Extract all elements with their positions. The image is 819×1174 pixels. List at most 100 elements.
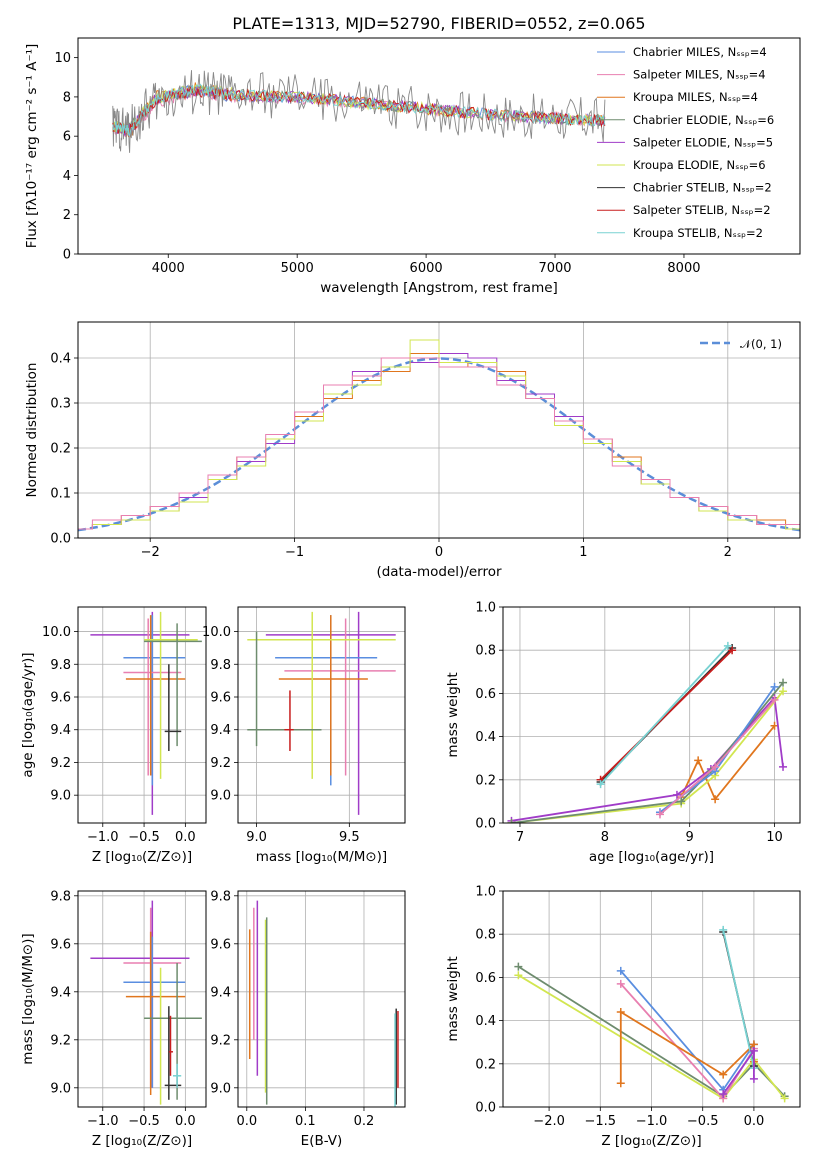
legend-label: Salpeter MILES, Nₛₛₚ=4 [633, 68, 766, 82]
weight-line [511, 690, 784, 823]
y-axis-label: age [log₁₀(age/yr)] [20, 652, 36, 777]
y-tick-label: 0.6 [475, 971, 496, 986]
plot-area [248, 900, 399, 1107]
legend-label: Kroupa STELIB, Nₛₛₚ=2 [633, 226, 763, 240]
y-tick-label: 0.2 [475, 1057, 496, 1072]
weight-marker [514, 971, 523, 980]
axes-frame [237, 890, 406, 1108]
y-tick-label: 9.4 [210, 985, 231, 1000]
y-tick-label: 2 [63, 208, 71, 223]
weight-line [620, 970, 755, 1092]
weight-marker [779, 687, 788, 696]
weight-marker [779, 762, 788, 771]
weight-marker [616, 966, 625, 975]
weight-marker [719, 925, 728, 934]
weight-marker [711, 762, 720, 771]
x-tick-label: −0.5 [128, 1114, 160, 1129]
chart-title: PLATE=1313, MJD=52790, FIBERID=0552, z=0… [232, 14, 645, 33]
spectrum-line [112, 83, 606, 137]
weight-marker [596, 780, 605, 789]
weight-marker [780, 1094, 789, 1103]
plot-area [90, 900, 202, 1105]
y-tick-label: 10.0 [42, 625, 71, 640]
panel-2: −1.0 −0.5 0.0 9.0 9.2 9.4 9.6 9.8 10.0 Z [log₁₀(Z… [20, 606, 207, 865]
y-tick-label: 0.1 [50, 487, 71, 502]
y-tick-label: 9.8 [50, 889, 71, 904]
y-tick-label: 0.6 [475, 687, 496, 702]
x-tick-label: 0.0 [744, 1114, 765, 1129]
x-tick-label: 8000 [667, 261, 700, 276]
x-tick-label: 4000 [152, 261, 185, 276]
legend-label: 𝒩(0, 1) [740, 337, 782, 351]
weight-line [599, 645, 729, 785]
x-tick-label: −1.5 [585, 1114, 617, 1129]
weight-marker [694, 756, 703, 765]
y-tick-label: 9.6 [50, 691, 71, 706]
legend-label: Chabrier MILES, Nₛₛₚ=4 [633, 45, 767, 59]
x-tick-label: 5000 [281, 261, 314, 276]
x-axis-label: Z [log₁₀(Z/Z⊙)] [92, 1133, 192, 1149]
y-tick-label: 9.4 [50, 723, 71, 738]
legend-label: Kroupa ELODIE, Nₛₛₚ=6 [633, 158, 766, 172]
weight-marker [770, 682, 779, 691]
y-tick-label: 9.6 [210, 691, 231, 706]
x-tick-label: −1.0 [87, 830, 119, 845]
weight-line [680, 725, 776, 801]
y-axis-label: Flux [fλ10⁻¹⁷ erg cm⁻² s⁻¹ A⁻¹] [24, 44, 40, 249]
y-tick-label: 9.0 [50, 1081, 71, 1096]
weight-marker [779, 678, 788, 687]
weight-marker [770, 695, 779, 704]
x-axis-label: Z [log₁₀(Z/Z⊙)] [92, 849, 192, 865]
plot-area [514, 925, 789, 1103]
plot-area [112, 70, 606, 153]
y-tick-label: 10 [54, 51, 71, 66]
axes-frame [502, 890, 801, 1108]
weight-marker [719, 1070, 728, 1079]
weight-marker [749, 1046, 758, 1055]
axes-frame [77, 890, 207, 1108]
legend-label: Chabrier ELODIE, Nₛₛₚ=6 [633, 113, 774, 127]
x-tick-label: 0.0 [175, 830, 196, 845]
y-tick-label: 10.0 [202, 625, 231, 640]
x-tick-label: 0.1 [295, 1114, 316, 1129]
y-tick-label: 9.8 [210, 889, 231, 904]
y-tick-label: 8 [63, 90, 71, 105]
y-tick-label: 9.6 [210, 937, 231, 952]
plot-area [247, 611, 396, 815]
y-tick-label: 9.2 [210, 756, 231, 771]
x-axis-label: E(B-V) [301, 1133, 343, 1149]
y-axis-label: mass weight [445, 956, 461, 1041]
y-tick-label: 9.2 [210, 1033, 231, 1048]
panel-5: −1.0 −0.5 0.0 9.0 9.2 9.4 9.6 9.8 Z [log₁₀(Z/Z⊙)… [20, 889, 207, 1149]
y-tick-label: 0.0 [50, 532, 71, 547]
panel-0: 4000 5000 6000 7000 8000 0 2 4 6 8 10 wavelength [A… [24, 14, 801, 296]
y-tick-label: 0.0 [475, 1101, 496, 1116]
x-tick-label: −0.5 [128, 830, 160, 845]
panel-3: 9.0 9.5 9.0 9.2 9.4 9.6 9.8 10.0 mass [log₁₀(M/M… [202, 606, 406, 865]
weight-marker [672, 790, 681, 799]
x-axis-label: Z [log₁₀(Z/Z⊙)] [601, 1133, 701, 1149]
x-axis-label: wavelength [Angstrom, rest frame] [320, 280, 558, 296]
y-tick-label: 9.4 [50, 985, 71, 1000]
weight-marker [723, 641, 732, 650]
y-tick-label: 0.8 [475, 928, 496, 943]
weight-marker [655, 810, 664, 819]
x-tick-label: −1 [285, 545, 304, 560]
panel-1: −2 −1 0 1 2 0.0 0.1 0.2 0.3 0.4 (data-model)/error… [24, 321, 801, 580]
x-tick-label: 6000 [410, 261, 443, 276]
panel-7: −2.0 −1.5 −1.0 −0.5 0.0 0.0 0.2 0.4 0.6 0.8 1.0 Z [… [445, 885, 801, 1149]
histogram-step [78, 357, 800, 530]
x-tick-label: 10 [766, 830, 783, 845]
y-tick-label: 0.3 [50, 397, 71, 412]
x-tick-label: 0.0 [175, 1114, 196, 1129]
y-tick-label: 1.0 [475, 885, 496, 900]
weight-marker [728, 646, 737, 655]
legend-label: Chabrier STELIB, Nₛₛₚ=2 [633, 181, 772, 195]
legend-label: Salpeter ELODIE, Nₛₛₚ=5 [633, 135, 773, 149]
x-tick-label: 0.0 [236, 1114, 257, 1129]
weight-line [599, 649, 733, 781]
x-tick-label: 1 [579, 545, 587, 560]
weight-marker [616, 1007, 625, 1016]
x-tick-label: 7 [516, 830, 524, 845]
weight-marker [616, 1079, 625, 1088]
